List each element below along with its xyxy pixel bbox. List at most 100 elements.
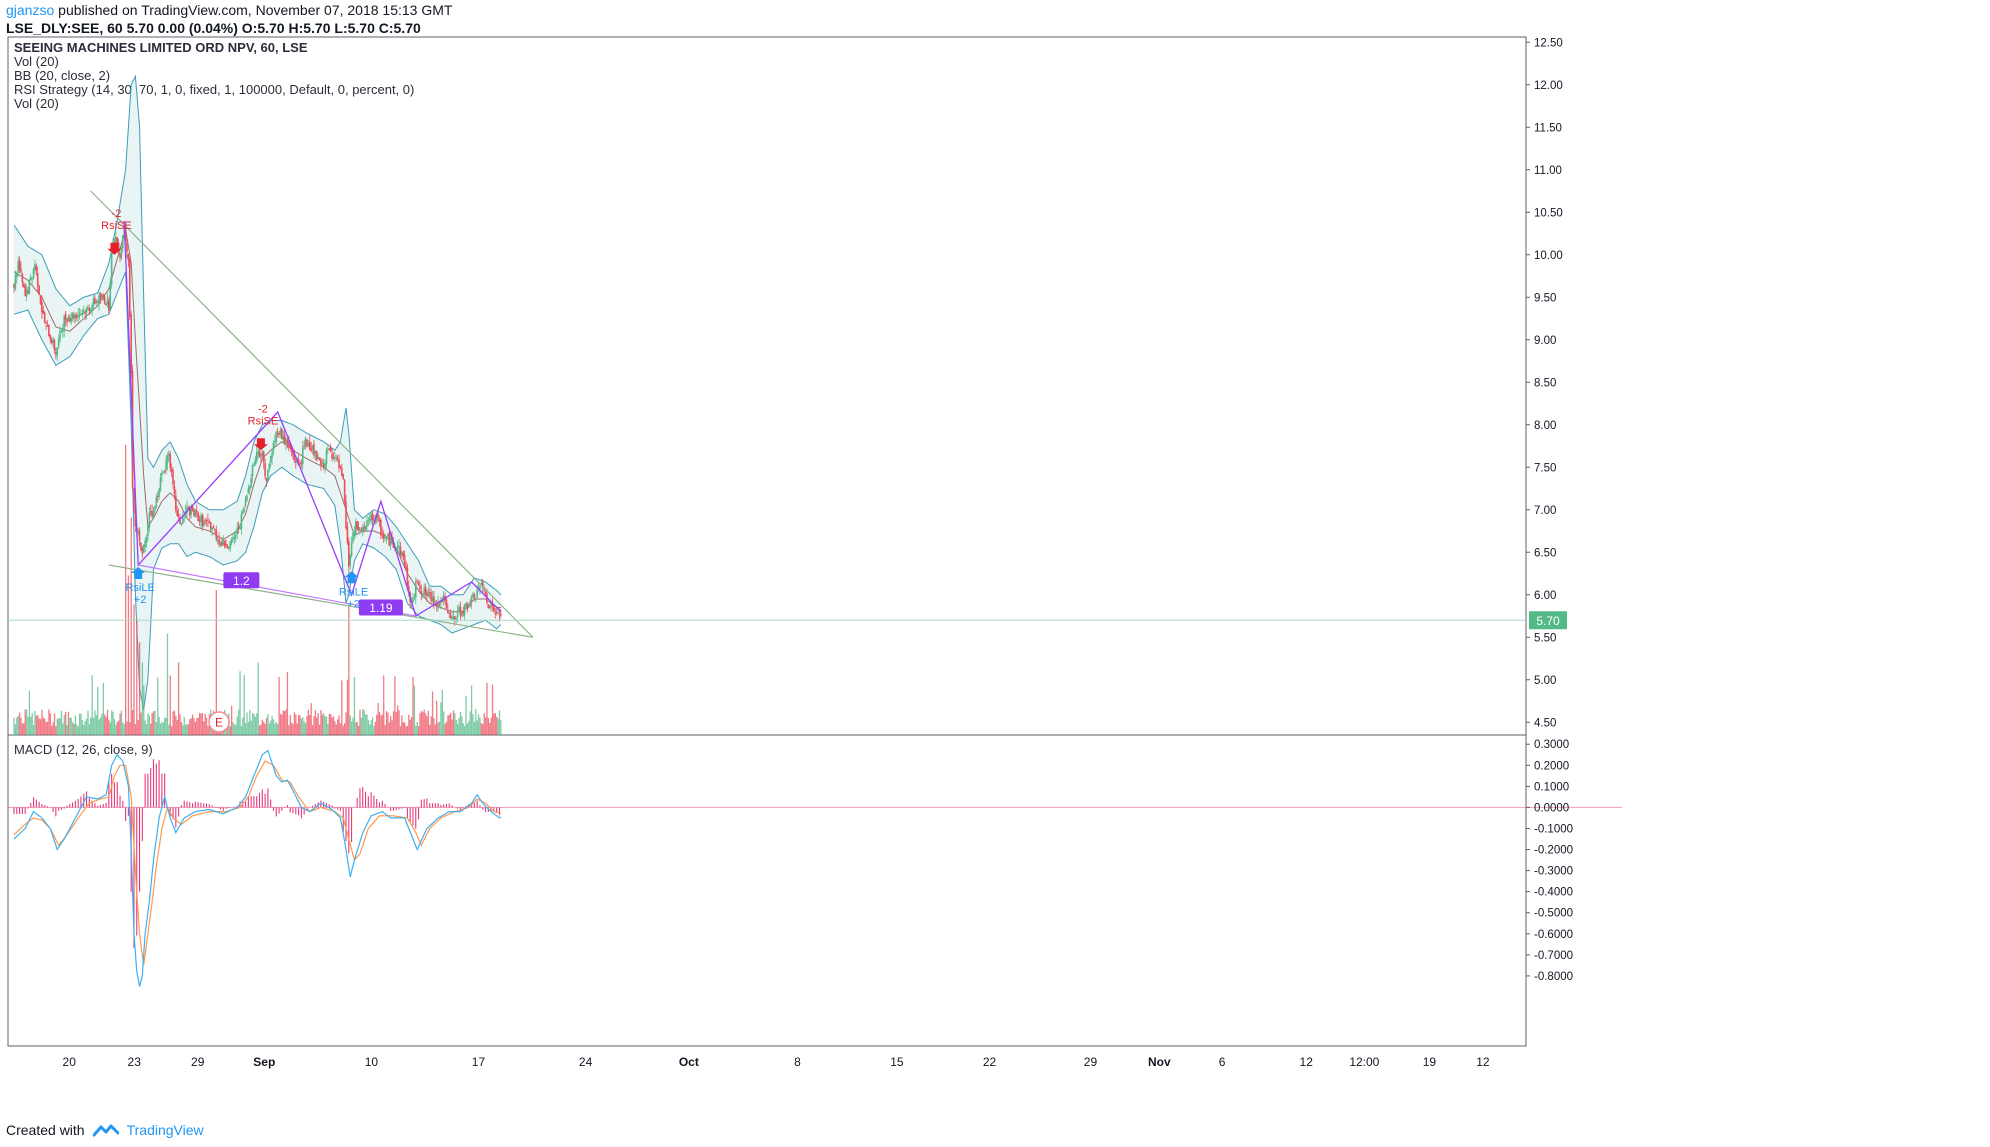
volume-bar <box>309 714 311 735</box>
candle-body <box>28 280 31 294</box>
volume-bar <box>35 715 38 735</box>
candle-body <box>126 242 128 252</box>
volume-bar <box>104 714 106 735</box>
volume-bar <box>92 717 95 735</box>
volume-bar <box>178 662 180 735</box>
volume-bar <box>63 714 65 735</box>
candle-body <box>45 322 47 324</box>
volume-bar <box>112 711 114 735</box>
candle-body <box>353 532 356 536</box>
volume-bar <box>392 711 395 735</box>
candle-body <box>17 261 19 273</box>
volume-bar <box>402 722 404 735</box>
candle-body <box>329 446 332 452</box>
volume-bar <box>391 720 393 735</box>
candle-body <box>64 313 67 320</box>
legend-bollinger[interactable]: BB (20, close, 2) <box>14 68 111 83</box>
candle-body <box>52 339 54 343</box>
candle-body <box>413 596 416 598</box>
volume-bar <box>143 684 145 735</box>
candle-body <box>246 495 248 501</box>
time-tick-label: 19 <box>1423 1055 1437 1069</box>
volume-bar <box>52 722 54 735</box>
volume-bar <box>261 719 264 735</box>
candle-body <box>301 447 304 465</box>
volume-bar <box>399 726 402 735</box>
candle-body <box>360 529 363 531</box>
candle-body <box>375 514 378 521</box>
candle-body <box>134 508 137 526</box>
volume-bar <box>14 724 17 735</box>
candle-body <box>99 293 102 300</box>
legend-macd[interactable]: MACD (12, 26, close, 9) <box>14 742 153 757</box>
volume-bar <box>383 675 385 735</box>
candle-body <box>142 545 145 553</box>
candle-body <box>214 528 216 531</box>
candle-body <box>34 264 36 270</box>
legend-main-series[interactable]: SEEING MACHINES LIMITED ORD NPV, 60, LSE <box>14 40 308 55</box>
candle-body <box>311 445 314 450</box>
volume-bar <box>251 713 254 735</box>
candle-body <box>219 543 222 545</box>
candle-body <box>459 606 462 616</box>
volume-bar <box>30 716 32 735</box>
candle-body <box>417 582 420 586</box>
candle-body <box>269 455 272 463</box>
volume-bar <box>265 717 268 735</box>
candle-body <box>455 618 458 620</box>
candle-body <box>257 451 259 455</box>
candle-body <box>202 520 205 527</box>
candle-body <box>247 488 250 494</box>
volume-bar <box>377 702 379 735</box>
candle-body <box>176 510 179 516</box>
tradingview-brand[interactable]: TradingView <box>126 1122 204 1138</box>
volume-bar <box>484 717 487 735</box>
volume-bar <box>148 715 151 735</box>
candle-body <box>115 236 117 247</box>
price-tick-label: 5.00 <box>1534 675 1556 687</box>
candle-body <box>285 438 287 445</box>
candle-body <box>348 541 350 567</box>
volume-bar <box>434 724 436 735</box>
candle-body <box>240 513 243 530</box>
volume-bar <box>289 714 291 735</box>
volume-bar <box>339 723 342 735</box>
candle-body <box>73 314 75 319</box>
volume-bar <box>429 724 431 735</box>
volume-bar <box>23 723 25 735</box>
candle-body <box>322 463 325 467</box>
candle-body <box>169 454 172 468</box>
candle-body <box>148 512 151 528</box>
legend-rsi-strategy[interactable]: RSI Strategy (14, 30, 70, 1, 0, fixed, 1… <box>14 82 415 97</box>
volume-bar <box>356 721 358 735</box>
volume-bar <box>87 710 89 735</box>
volume-bar <box>99 717 102 735</box>
candle-body <box>106 299 109 305</box>
author-link[interactable]: gjanzso <box>6 2 55 18</box>
legend-volume-2[interactable]: Vol (20) <box>14 96 59 111</box>
candle-body <box>447 609 449 613</box>
volume-bar <box>115 724 117 735</box>
macd-tick-label: 0.1000 <box>1534 781 1569 793</box>
candle-body <box>137 531 139 533</box>
candle-body <box>151 511 153 517</box>
volume-bar <box>497 718 499 735</box>
volume-bar <box>16 717 18 735</box>
candle-body <box>437 601 439 609</box>
macd-tick-label: 0.0000 <box>1534 802 1569 814</box>
volume-bar <box>479 717 481 735</box>
legend-volume[interactable]: Vol (20) <box>14 54 59 69</box>
price-tick-label: 7.00 <box>1534 505 1556 517</box>
candle-body <box>166 455 169 464</box>
volume-bar <box>285 709 287 735</box>
candle-body <box>194 509 197 517</box>
volume-bar <box>122 722 124 735</box>
volume-bar <box>74 715 77 735</box>
candle-body <box>156 495 159 497</box>
price-tick-label: 7.50 <box>1534 462 1556 474</box>
candle-body <box>300 462 303 464</box>
candle-body <box>20 268 22 273</box>
price-tick-label: 11.50 <box>1534 122 1562 134</box>
